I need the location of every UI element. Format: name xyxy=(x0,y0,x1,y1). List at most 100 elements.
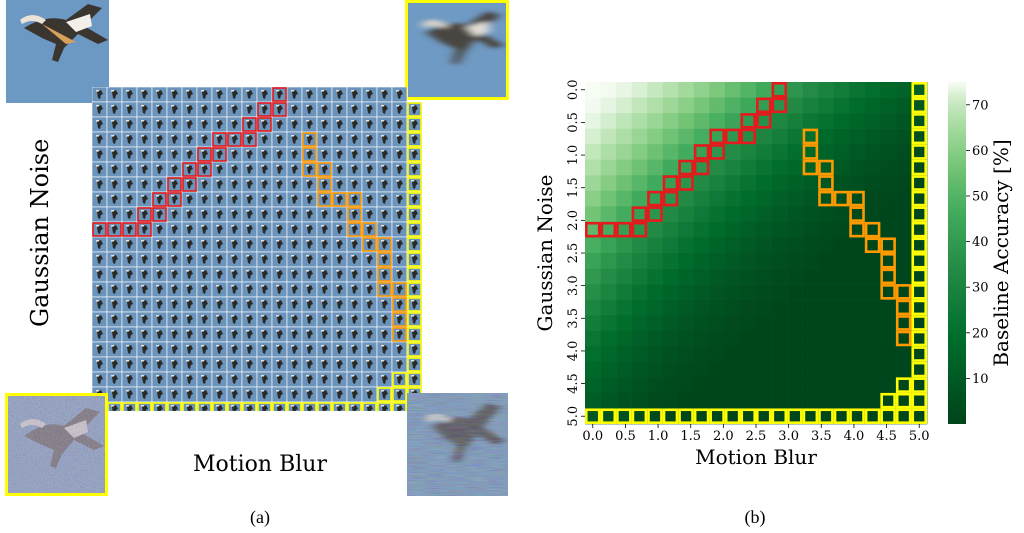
heatmap-cell xyxy=(771,330,788,347)
mosaic-tile xyxy=(151,266,168,283)
heatmap-cell xyxy=(740,159,757,176)
heatmap-cell xyxy=(678,144,695,161)
heatmap-highlight-cell xyxy=(911,315,928,331)
heatmap-cell xyxy=(818,237,835,254)
heatmap-cell xyxy=(693,315,710,332)
mosaic-tile xyxy=(286,206,303,223)
mosaic-tile xyxy=(226,101,243,118)
heatmap-ticks: 0.0 0.5 1.0 1.5 2.0 2.5 3.0 3.5 4.0 4.5 5.00.00.51… xyxy=(566,79,930,444)
mosaic-tile xyxy=(211,87,228,103)
heatmap-highlight-cell xyxy=(849,408,865,425)
mosaic-tile xyxy=(211,101,228,118)
mosaic-tile xyxy=(241,371,258,388)
mosaic-tile xyxy=(271,341,288,358)
heatmap-cell xyxy=(693,253,710,269)
mosaic-tile xyxy=(256,371,273,388)
heatmap-cell xyxy=(833,175,850,192)
heatmap-highlight-cell xyxy=(709,144,725,160)
mosaic-tile xyxy=(151,326,168,343)
pelican-image-clean xyxy=(6,0,109,103)
mosaic-tile xyxy=(376,311,393,328)
mosaic-tile xyxy=(166,221,183,238)
heatmap-cell xyxy=(911,377,928,394)
heatmap-cell xyxy=(880,377,897,394)
mosaic-tile xyxy=(376,191,393,208)
mosaic-tile xyxy=(376,146,393,163)
heatmap-cell xyxy=(631,221,648,238)
heatmap-cell xyxy=(616,268,632,285)
mosaic-tile xyxy=(406,251,422,268)
heatmap-cell xyxy=(678,97,695,114)
mosaic-tile xyxy=(361,296,378,313)
heatmap-cell xyxy=(631,315,648,332)
heatmap-cell xyxy=(802,268,819,285)
heatmap-highlight-cell xyxy=(911,377,928,393)
mosaic-tile xyxy=(391,221,408,238)
mosaic-highlight-cell xyxy=(407,267,422,282)
heatmap-cell xyxy=(709,128,726,145)
heatmap-cell xyxy=(787,268,803,285)
mosaic-tile xyxy=(286,296,303,313)
heatmap-cell xyxy=(895,190,912,207)
mosaic-tile xyxy=(166,341,183,358)
heatmap-cell xyxy=(771,361,788,378)
heatmap-cell xyxy=(600,284,617,300)
mosaic-tile xyxy=(196,326,213,343)
mosaic-tile xyxy=(226,191,243,208)
heatmap-cell xyxy=(833,361,850,378)
heatmap-cell xyxy=(647,190,664,207)
mosaic-tile xyxy=(226,296,243,313)
mosaic-tile xyxy=(211,206,228,223)
heatmap-cell xyxy=(849,284,866,300)
mosaic-tile xyxy=(121,341,138,358)
heatmap-cell xyxy=(662,206,679,223)
heatmap-cell xyxy=(647,408,664,425)
heatmap-cell xyxy=(662,97,679,114)
mosaic-tile xyxy=(301,236,318,253)
heatmap-cell xyxy=(911,237,928,254)
heatmap-cell xyxy=(631,284,648,300)
mosaic-tile xyxy=(406,101,422,118)
y-tick-label: 0.5 xyxy=(566,112,581,133)
heatmap-cell xyxy=(864,408,881,425)
mosaic-highlight-cell xyxy=(407,252,422,267)
mosaic-highlight-cell xyxy=(362,402,377,411)
mosaic-tile xyxy=(406,311,422,328)
mosaic-tile xyxy=(106,161,123,178)
panel-b-caption: (b) xyxy=(744,507,766,527)
mosaic-tile xyxy=(211,371,228,388)
mosaic-tile xyxy=(346,206,363,223)
heatmap-cell xyxy=(600,315,617,332)
heatmap-cell xyxy=(864,237,881,254)
mosaic-tile xyxy=(256,296,273,313)
heatmap-cell xyxy=(833,315,850,332)
mosaic-tile xyxy=(136,296,153,313)
mosaic-highlight-cell xyxy=(197,162,212,177)
mosaic-tile xyxy=(151,371,168,388)
x-tick-label: 0.0 xyxy=(582,429,603,444)
heatmap-cell xyxy=(616,346,632,363)
heatmap-highlight-cell xyxy=(880,237,896,254)
mosaic-highlights xyxy=(92,87,422,411)
heatmap-cell xyxy=(600,408,617,425)
heatmap-cell xyxy=(895,113,912,129)
heatmap-cell xyxy=(662,346,679,363)
mosaic-tile xyxy=(151,131,168,148)
heatmap-cell xyxy=(895,268,912,285)
mosaic-tile xyxy=(271,356,288,373)
heatmap-cell xyxy=(771,392,788,409)
heatmap-highlight-cell xyxy=(880,253,896,269)
heatmap-cell xyxy=(647,284,664,300)
mosaic-tile xyxy=(301,146,318,163)
heatmap-cell xyxy=(693,377,710,394)
heatmap-cell xyxy=(724,128,741,145)
mosaic-tile xyxy=(196,146,213,163)
mosaic-tile xyxy=(256,146,273,163)
mosaic-tile xyxy=(92,371,108,388)
mosaic-tile xyxy=(136,206,153,223)
heatmap-cell xyxy=(693,299,710,316)
mosaic-tile xyxy=(286,236,303,253)
colorbar-label: Baseline Accuracy [%] xyxy=(989,139,1013,366)
heatmap-highlight-cell xyxy=(895,284,912,300)
mosaic-tile xyxy=(136,356,153,373)
